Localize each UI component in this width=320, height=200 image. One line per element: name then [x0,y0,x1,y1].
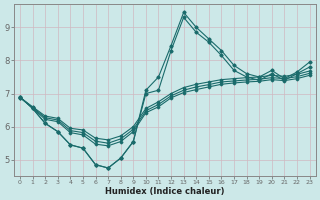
X-axis label: Humidex (Indice chaleur): Humidex (Indice chaleur) [105,187,225,196]
